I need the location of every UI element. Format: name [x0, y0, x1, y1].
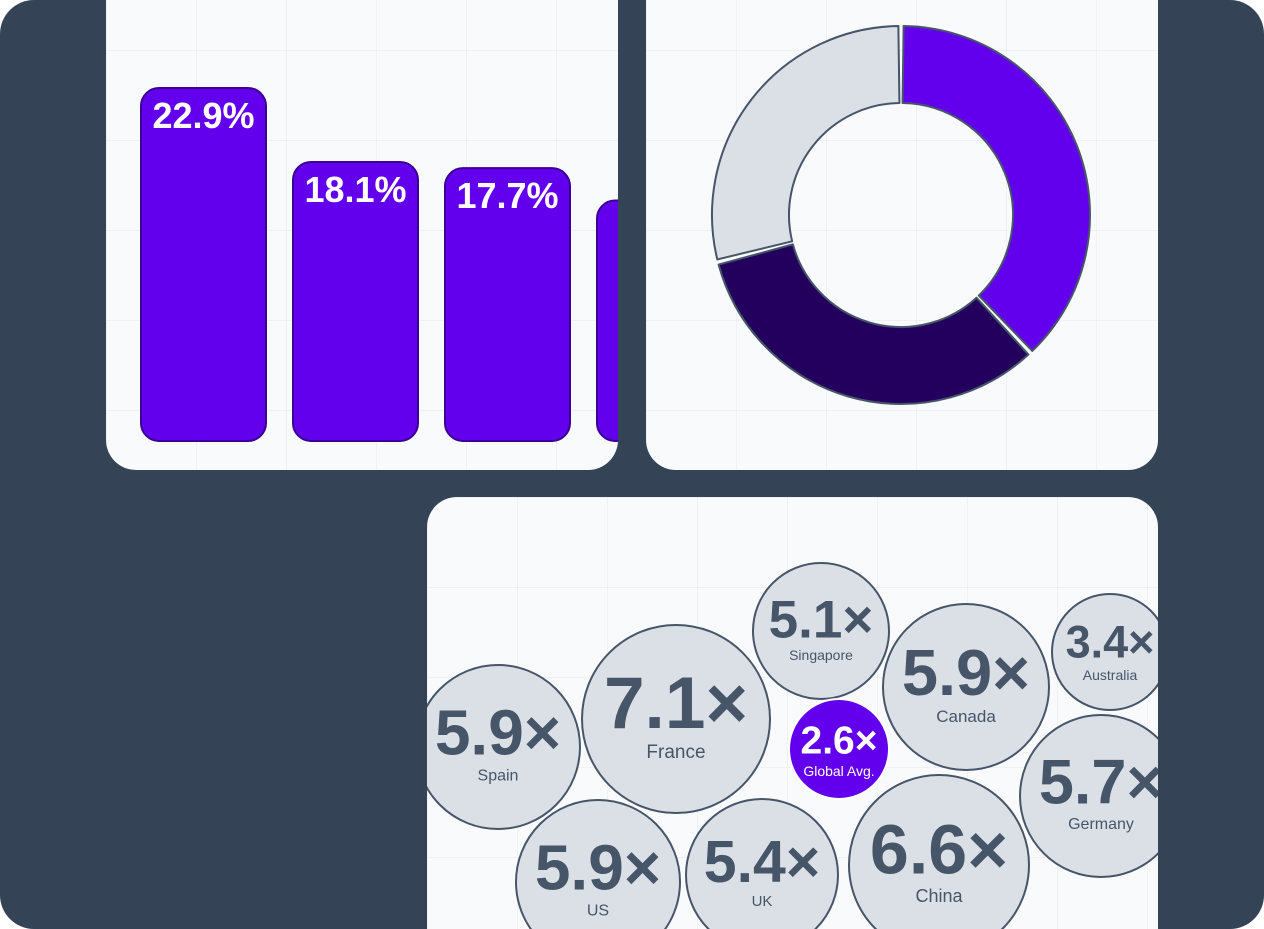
bubble-name-label: Germany: [1068, 816, 1134, 833]
bubble-australia: 3.4×Australia: [1051, 593, 1158, 711]
donut-chart-card: [646, 0, 1158, 470]
bar-3: 17.7%: [444, 167, 571, 443]
bar-2: 18.1%: [292, 160, 419, 442]
bar-value-label: 22.9%: [152, 95, 254, 136]
bubble-canada: 5.9×Canada: [882, 603, 1050, 771]
bar-rect: [444, 167, 571, 443]
donut-chart: [711, 25, 1091, 405]
bubble-circle: [752, 562, 890, 700]
bubble-name-label: US: [587, 902, 609, 919]
bubble-value-label: 2.6×: [801, 720, 878, 763]
bar-chart-card: 22.9% 18.1% 17.7%: [106, 0, 618, 470]
bubble-china: 6.6×China: [848, 774, 1030, 929]
bubble-value-label: 7.1×: [604, 663, 748, 744]
bar-rect: [292, 160, 419, 442]
bubble-circle: [848, 774, 1030, 929]
bubble-name-label: Spain: [478, 767, 519, 784]
bubble-value-label: 5.9×: [535, 832, 661, 904]
bubble-name-label: Singapore: [789, 647, 853, 663]
bubble-value-label: 3.4×: [1066, 616, 1155, 667]
bar-rect: [596, 199, 618, 442]
bubble-name-label: France: [646, 742, 705, 763]
donut-slice-3: [711, 25, 901, 261]
bubble-circle: [882, 603, 1050, 771]
bubble-value-label: 5.1×: [769, 590, 874, 649]
donut-slice-1: [901, 25, 1091, 352]
bubble-value-label: 5.9×: [902, 636, 1030, 709]
bubble-circle: [1019, 714, 1158, 878]
bar-rect: [140, 87, 267, 442]
bar-4: [596, 199, 618, 442]
bubble-circle: [685, 798, 839, 929]
bubble-circle: [427, 664, 581, 830]
bubble-us: 5.9×US: [515, 799, 681, 929]
bubble-value-label: 6.6×: [870, 810, 1008, 888]
bubble-value-label: 5.9×: [435, 697, 561, 769]
bubble-name-label: Canada: [936, 707, 996, 726]
bubble-name-label: UK: [752, 893, 773, 910]
bar-1: 22.9%: [140, 87, 267, 442]
bubble-circle: [515, 799, 681, 929]
bubble-name-label: China: [915, 886, 963, 906]
bar-chart: 22.9% 18.1% 17.7%: [140, 87, 618, 443]
bubble-singapore: 5.1×Singapore: [752, 562, 890, 700]
bar-value-label: 17.7%: [456, 175, 558, 216]
bubble-circle: [581, 624, 771, 814]
bubble-circle: [1051, 593, 1158, 711]
bubble-name-label: Australia: [1083, 667, 1138, 683]
bubble-circle: [788, 698, 890, 800]
bubble-germany: 5.7×Germany: [1019, 714, 1158, 878]
bubble-value-label: 5.7×: [1039, 748, 1158, 818]
bubble-chart-card: 5.9× Spain 7.1× France 5.1× Singapore 2.6× Glob…: [427, 497, 1158, 929]
bubble-chart: 5.9×Spain7.1×France5.1×Singapore2.6×Glob…: [427, 562, 1158, 929]
bubble-name-label: Global Avg.: [803, 763, 874, 779]
bubble-global-avg: 2.6×Global Avg.: [788, 698, 890, 800]
bubble-uk: 5.4×UK: [685, 798, 839, 929]
donut-slice-2: [717, 243, 1030, 405]
bubble-spain: 5.9×Spain: [427, 664, 581, 830]
bubble-value-label: 5.4×: [704, 829, 820, 895]
bubble-france: 7.1×France: [581, 624, 771, 814]
bar-value-label: 18.1%: [304, 169, 406, 210]
